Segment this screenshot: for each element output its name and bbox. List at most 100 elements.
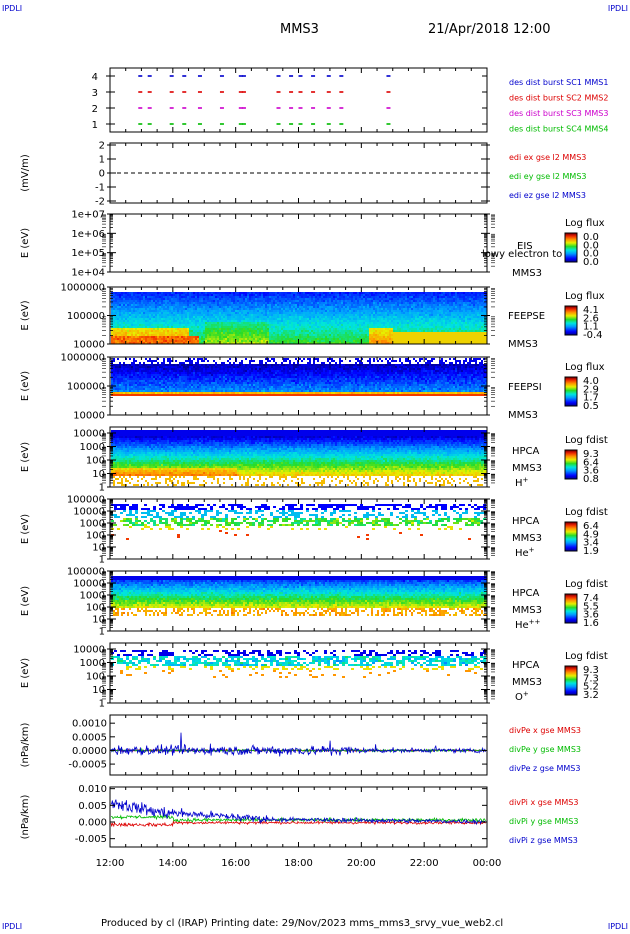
burst-marker (311, 107, 315, 109)
burst-marker (170, 107, 174, 109)
divpe-panel-frame (110, 715, 487, 775)
y-tick-label: -0.0005 (68, 760, 107, 771)
burst-marker (277, 123, 281, 125)
y-tick-label: 0.010 (78, 784, 107, 795)
species-charge: + (529, 546, 535, 554)
y-tick-label: 10000 (73, 507, 105, 518)
burst-marker (138, 123, 142, 125)
y-axis-label: E (eV) (20, 442, 31, 472)
species-base: H (515, 478, 523, 489)
legend-entry: divPe z gse MMS3 (509, 764, 580, 773)
species-label: H+ (515, 476, 529, 489)
instrument-label: MMS3 (508, 410, 538, 421)
burst-marker (386, 123, 390, 125)
y-tick-label: -2 (95, 197, 105, 208)
y-tick-label: 2 (99, 141, 105, 152)
time-tick-label: 16:00 (221, 858, 250, 869)
burst-marker (170, 123, 174, 125)
spectrogram (111, 504, 486, 540)
burst-marker (138, 75, 142, 77)
species-label: He+ (515, 546, 535, 559)
y-tick-label: 1 (92, 120, 98, 131)
species-charge: + (523, 476, 529, 484)
colorbar-title: Log fdist (565, 579, 608, 590)
minor-ticks (102, 215, 495, 266)
colorbar-title: Log fdist (565, 507, 608, 518)
y-tick-label: 0.000 (78, 818, 107, 829)
instrument-label: HPCA (512, 588, 540, 599)
burst-marker (386, 107, 390, 109)
species-label: O+ (515, 690, 529, 703)
legend-entry: divPe y gse MMS3 (509, 745, 581, 754)
burst-marker (299, 123, 303, 125)
y-tick-label: 10000 (73, 411, 105, 422)
legend-entry: des dist burst SC3 MMS3 (509, 109, 608, 118)
y-tick-label: 10000 (73, 429, 105, 440)
burst-marker (289, 75, 293, 77)
y-axis-label: E (eV) (20, 228, 31, 258)
burst-marker (220, 123, 224, 125)
burst-marker (170, 91, 174, 93)
instrument-label: MMS3 (512, 533, 542, 544)
y-tick-label: 1e+04 (71, 268, 105, 279)
time-tick-label: 22:00 (410, 858, 439, 869)
burst-marker (138, 91, 142, 93)
spectrogram (111, 430, 487, 486)
colorbar-tick: 0.8 (583, 474, 599, 485)
y-tick-label: 1 (99, 627, 105, 638)
divpi-z-trace (111, 800, 486, 824)
colorbar-title: Log fdist (565, 651, 608, 662)
burst-marker (327, 91, 331, 93)
colorbar (565, 666, 577, 695)
y-axis-label: E (eV) (20, 300, 31, 330)
colorbar (565, 306, 577, 335)
y-tick-label: 0.0000 (72, 746, 107, 757)
y-tick-label: 1000 (80, 658, 105, 669)
colorbar-tick: -0.4 (583, 330, 603, 341)
burst-marker (198, 107, 202, 109)
overlap-label: lowy electron to (482, 249, 562, 260)
burst-marker (242, 123, 246, 125)
y-tick-label: -1 (95, 183, 105, 194)
burst-marker (138, 107, 142, 109)
burst-marker (148, 75, 152, 77)
colorbar-tick: 0.5 (583, 401, 599, 412)
colorbar-tick: 3.2 (583, 690, 599, 701)
species-charge: ++ (529, 618, 541, 626)
burst-marker (182, 107, 186, 109)
colorbar-title: Log flux (565, 362, 605, 373)
time-tick-label: 20:00 (347, 858, 376, 869)
y-tick-label: 1e+06 (71, 229, 105, 240)
instrument-label: FEEPSE (508, 311, 545, 322)
y-tick-label: 1 (99, 555, 105, 566)
burst-marker (311, 123, 315, 125)
burst-marker (198, 75, 202, 77)
burst-marker (220, 91, 224, 93)
burst-marker (277, 75, 281, 77)
time-tick-label: 18:00 (284, 858, 313, 869)
instrument-label: MMS3 (508, 339, 538, 350)
y-tick-label: 100000 (67, 495, 105, 506)
instrument-label: HPCA (512, 446, 540, 457)
y-tick-label: 1e+05 (71, 248, 105, 259)
spectrogram (111, 576, 487, 616)
y-axis-label: E (eV) (20, 586, 31, 616)
divpi-x-trace (111, 821, 486, 827)
colorbar (565, 377, 577, 406)
divpe-time-ticks (110, 715, 487, 775)
y-tick-label: 1000000 (60, 353, 105, 364)
y-tick-label: 1 (99, 155, 105, 166)
burst-marker (339, 91, 343, 93)
burst-panel-frame (110, 68, 487, 132)
legend-entry: edi ez gse l2 MMS3 (509, 191, 586, 200)
burst-marker (242, 91, 246, 93)
burst-marker (339, 75, 343, 77)
y-axis-label: E (eV) (20, 371, 31, 401)
legend-entry: divPi y gse MMS3 (509, 817, 578, 826)
burst-markers (138, 75, 390, 125)
legend-entry: des dist burst SC4 MMS4 (509, 125, 608, 134)
burst-time-ticks (110, 68, 487, 132)
colorbar-title: Log flux (565, 218, 605, 229)
